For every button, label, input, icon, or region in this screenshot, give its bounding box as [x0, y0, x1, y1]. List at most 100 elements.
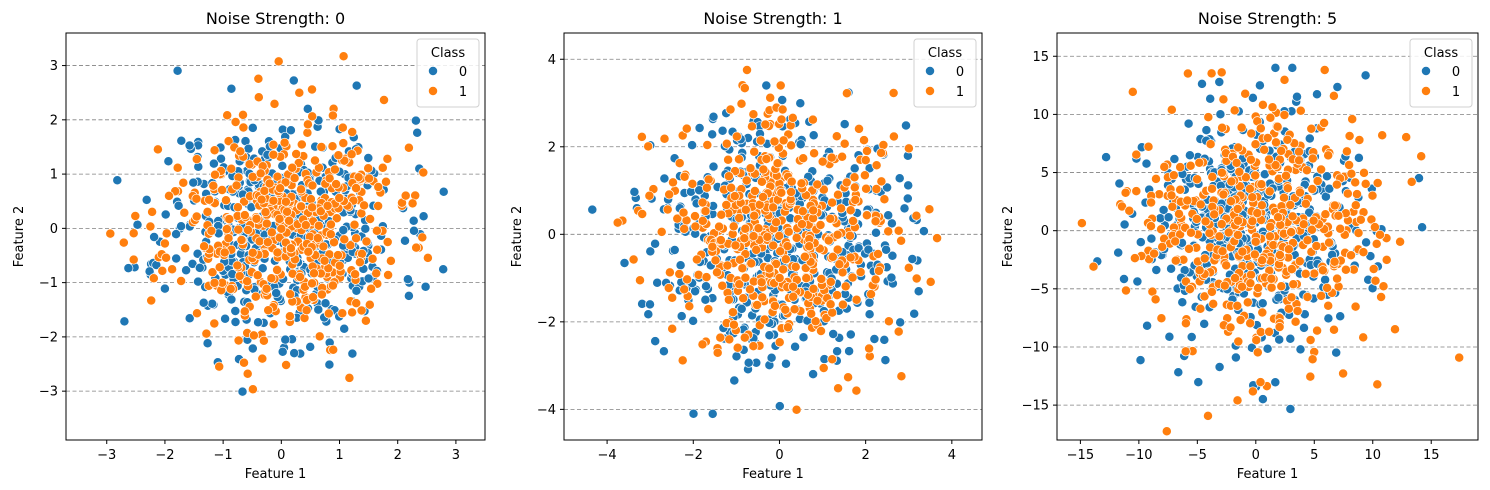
point-class-0 [849, 163, 860, 174]
point-class-1 [1168, 170, 1179, 181]
point-class-0 [1257, 298, 1268, 309]
point-class-1 [735, 254, 745, 265]
point-class-1 [210, 169, 220, 180]
point-class-0 [289, 348, 300, 359]
point-class-1 [1305, 371, 1316, 382]
point-class-1 [774, 337, 785, 348]
point-class-1 [1372, 379, 1383, 390]
point-class-1 [721, 138, 732, 149]
point-class-1 [1175, 162, 1186, 173]
point-class-1 [727, 307, 738, 318]
point-class-1 [272, 265, 283, 275]
point-class-0 [669, 245, 680, 255]
point-class-0 [717, 125, 728, 136]
point-class-0 [774, 401, 785, 412]
point-class-0 [194, 262, 205, 273]
point-class-1 [1166, 190, 1177, 201]
point-class-1 [327, 280, 338, 291]
point-class-1 [731, 131, 742, 142]
point-class-1 [782, 241, 793, 252]
point-class-1 [788, 281, 798, 292]
point-class-1 [734, 213, 745, 223]
point-class-1 [1329, 200, 1340, 211]
point-class-1 [612, 217, 623, 228]
point-class-1 [148, 273, 159, 284]
point-class-0 [184, 140, 195, 151]
point-class-1 [1274, 322, 1285, 332]
point-class-1 [808, 283, 819, 294]
point-class-1 [729, 191, 740, 202]
point-class-1 [261, 218, 272, 229]
axes-frame [563, 32, 983, 441]
point-class-1 [736, 98, 747, 109]
axes-frame [65, 32, 486, 441]
point-class-1 [201, 328, 212, 339]
point-class-1 [778, 264, 789, 275]
point-class-0 [288, 75, 299, 86]
point-class-1 [753, 223, 764, 234]
point-class-1 [1262, 133, 1273, 143]
point-class-1 [768, 240, 779, 251]
point-class-1 [379, 95, 389, 105]
point-class-1 [247, 247, 258, 258]
point-class-1 [697, 197, 708, 208]
point-class-1 [1180, 346, 1191, 357]
point-class-1 [353, 172, 364, 183]
point-class-1 [313, 220, 324, 231]
point-class-1 [350, 269, 361, 280]
point-class-1 [1282, 183, 1293, 194]
point-class-1 [417, 232, 428, 243]
point-class-1 [316, 142, 327, 152]
point-class-1 [1302, 235, 1313, 246]
point-class-0 [845, 329, 856, 340]
point-class-0 [420, 281, 431, 292]
point-class-0 [181, 265, 192, 276]
point-class-1 [818, 184, 829, 195]
point-class-1 [268, 139, 279, 150]
point-class-1 [827, 354, 838, 365]
point-class-1 [221, 224, 232, 235]
point-class-1 [674, 269, 685, 279]
point-class-1 [748, 341, 759, 352]
point-class-1 [775, 80, 786, 91]
point-class-1 [172, 162, 183, 173]
point-class-1 [752, 300, 763, 310]
point-class-1 [1237, 281, 1247, 292]
point-class-0 [707, 408, 718, 419]
point-class-0 [226, 83, 237, 94]
x-tick-label: −10 [1125, 448, 1152, 463]
point-class-1 [740, 204, 751, 215]
point-class-1 [208, 180, 219, 191]
point-class-1 [1279, 74, 1290, 85]
point-class-1 [742, 65, 752, 75]
point-class-1 [888, 131, 899, 142]
point-class-1 [870, 274, 881, 285]
point-class-1 [741, 175, 752, 186]
point-class-1 [1354, 135, 1365, 145]
point-class-1 [1307, 354, 1318, 365]
point-class-1 [1371, 238, 1382, 249]
point-class-1 [373, 201, 384, 211]
point-class-1 [734, 154, 744, 165]
point-class-1 [776, 187, 787, 198]
point-class-1 [834, 259, 845, 270]
point-class-1 [236, 235, 247, 245]
point-class-1 [1279, 192, 1289, 203]
point-class-1 [302, 127, 313, 138]
point-class-1 [849, 182, 860, 193]
point-class-0 [1324, 183, 1335, 194]
point-class-0 [230, 317, 241, 327]
point-class-1 [1121, 285, 1131, 296]
point-class-1 [1205, 139, 1216, 150]
point-class-1 [367, 253, 378, 264]
point-class-1 [1214, 231, 1225, 242]
point-class-1 [1186, 227, 1196, 238]
point-class-1 [836, 203, 847, 214]
point-class-1 [674, 158, 685, 169]
point-class-1 [285, 289, 296, 300]
y-tick-label: 0 [50, 222, 58, 237]
point-class-0 [808, 369, 819, 380]
point-class-1 [871, 160, 882, 171]
point-class-1 [281, 360, 292, 370]
points-group [1076, 62, 1465, 437]
